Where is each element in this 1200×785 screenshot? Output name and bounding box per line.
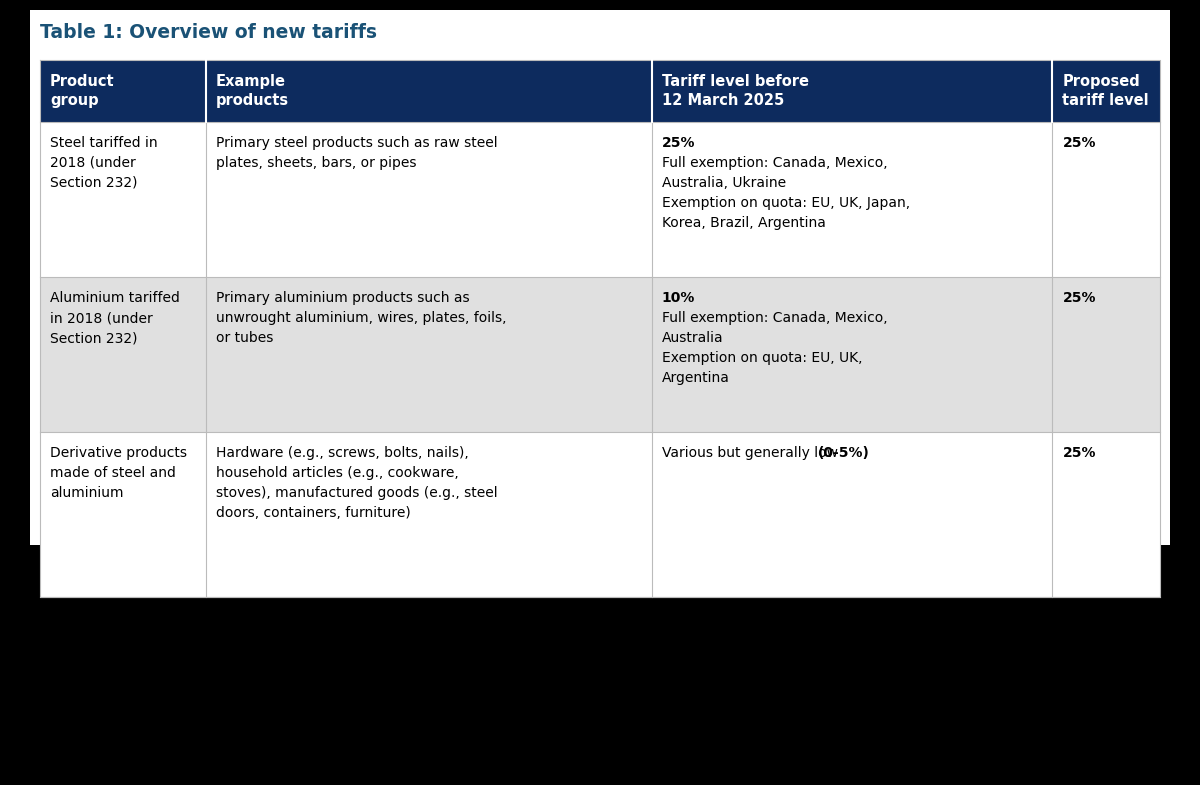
Text: Australia: Australia bbox=[661, 331, 724, 345]
Text: Korea, Brazil, Argentina: Korea, Brazil, Argentina bbox=[661, 216, 826, 230]
Text: Exemption on quota: EU, UK,: Exemption on quota: EU, UK, bbox=[661, 351, 862, 365]
Text: Various but generally low: Various but generally low bbox=[661, 446, 842, 460]
Bar bbox=[40, 60, 1160, 122]
Text: Aluminium tariffed: Aluminium tariffed bbox=[50, 291, 180, 305]
Text: Section 232): Section 232) bbox=[50, 176, 138, 190]
Text: 2018 (under: 2018 (under bbox=[50, 156, 136, 170]
Text: Tariff level before
12 March 2025: Tariff level before 12 March 2025 bbox=[661, 74, 809, 108]
Text: plates, sheets, bars, or pipes: plates, sheets, bars, or pipes bbox=[216, 156, 416, 170]
Text: Example
products: Example products bbox=[216, 74, 289, 108]
Text: Australia, Ukraine: Australia, Ukraine bbox=[661, 176, 786, 190]
Text: made of steel and: made of steel and bbox=[50, 466, 176, 480]
Text: 25%: 25% bbox=[661, 136, 695, 150]
Text: Section 232): Section 232) bbox=[50, 331, 138, 345]
Text: 25%: 25% bbox=[1062, 446, 1096, 460]
Bar bbox=[40, 122, 1160, 277]
Text: Primary aluminium products such as: Primary aluminium products such as bbox=[216, 291, 469, 305]
Text: (0-5%): (0-5%) bbox=[817, 446, 869, 460]
Text: unwrought aluminium, wires, plates, foils,: unwrought aluminium, wires, plates, foil… bbox=[216, 311, 506, 325]
Text: stoves), manufactured goods (e.g., steel: stoves), manufactured goods (e.g., steel bbox=[216, 486, 497, 500]
Text: Product
group: Product group bbox=[50, 74, 115, 108]
Text: Derivative products: Derivative products bbox=[50, 446, 187, 460]
Text: household articles (e.g., cookware,: household articles (e.g., cookware, bbox=[216, 466, 458, 480]
Text: or tubes: or tubes bbox=[216, 331, 274, 345]
Text: Full exemption: Canada, Mexico,: Full exemption: Canada, Mexico, bbox=[661, 311, 887, 325]
Text: Table 1: Overview of new tariffs: Table 1: Overview of new tariffs bbox=[40, 23, 377, 42]
Bar bbox=[40, 432, 1160, 597]
Text: Primary steel products such as raw steel: Primary steel products such as raw steel bbox=[216, 136, 497, 150]
Text: Full exemption: Canada, Mexico,: Full exemption: Canada, Mexico, bbox=[661, 156, 887, 170]
Text: 25%: 25% bbox=[1062, 291, 1096, 305]
Text: Exemption on quota: EU, UK, Japan,: Exemption on quota: EU, UK, Japan, bbox=[661, 196, 910, 210]
Bar bbox=[40, 277, 1160, 432]
Text: aluminium: aluminium bbox=[50, 486, 124, 500]
Text: 10%: 10% bbox=[661, 291, 695, 305]
Text: Steel tariffed in: Steel tariffed in bbox=[50, 136, 157, 150]
Text: doors, containers, furniture): doors, containers, furniture) bbox=[216, 506, 410, 520]
Text: in 2018 (under: in 2018 (under bbox=[50, 311, 152, 325]
Text: Proposed
tariff level: Proposed tariff level bbox=[1062, 74, 1150, 108]
Bar bbox=[30, 10, 1170, 545]
Text: Hardware (e.g., screws, bolts, nails),: Hardware (e.g., screws, bolts, nails), bbox=[216, 446, 468, 460]
Text: 25%: 25% bbox=[1062, 136, 1096, 150]
Text: Argentina: Argentina bbox=[661, 371, 730, 385]
